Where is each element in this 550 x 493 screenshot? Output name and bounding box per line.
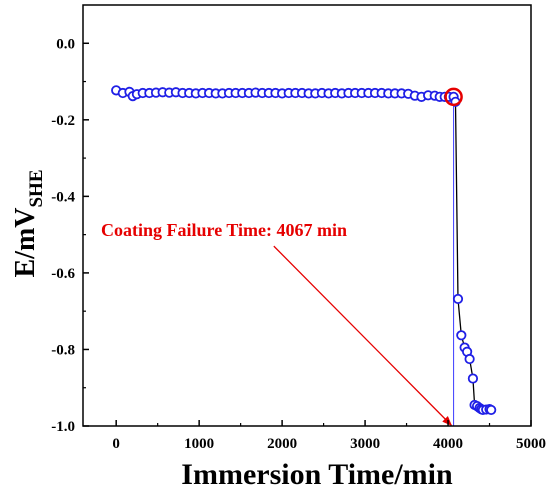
y-tick-label: 0.0 (56, 36, 75, 52)
x-tick-label: 0 (112, 436, 120, 452)
y-tick-label: -0.4 (51, 189, 75, 205)
data-point (486, 404, 497, 416)
data-point (452, 293, 464, 305)
x-tick-label: 4000 (433, 436, 463, 452)
data-point (467, 373, 479, 384)
data-point (456, 330, 467, 341)
x-tick-label: 5000 (516, 436, 546, 452)
y-axis-title-subscript: SHE (26, 169, 47, 207)
annotation-arrow (273, 245, 453, 426)
plot-frame (82, 4, 532, 427)
x-tick-label: 3000 (350, 436, 380, 452)
axes: 0 1000 2000 3000 4000 5000 -1.0 -0.8 -0.6 -0.4 -0.… (10, 4, 546, 491)
x-tick-label: 1000 (184, 436, 214, 452)
annotation-label: Coating Failure Time: 4067 min (101, 220, 347, 240)
x-axis-title: Immersion Time/min (181, 458, 453, 491)
y-axis-title-text: E/mVSHE (10, 169, 47, 277)
x-tick-label: 2000 (267, 436, 297, 452)
y-tick-label: -0.8 (51, 342, 75, 358)
y-tick-label: -1.0 (51, 419, 75, 435)
y-tick-label: -0.2 (51, 113, 75, 129)
failure-point-marker (444, 87, 463, 107)
y-axis-title: E/mVSHE (10, 169, 47, 277)
y-tick-label: -0.6 (51, 266, 75, 282)
y-axis-title-main: E/mV (10, 208, 41, 278)
data-point (464, 353, 475, 365)
series-line (115, 89, 492, 411)
plot-area: Coating Failure Time: 4067 min (101, 85, 497, 426)
